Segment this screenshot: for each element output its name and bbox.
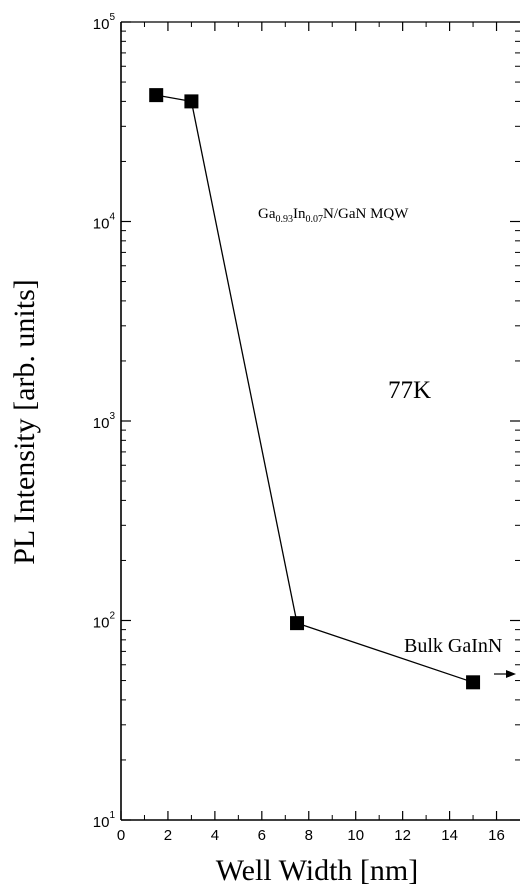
composition-rest: N/GaN MQW (323, 206, 409, 222)
x-tick-label: 2 (164, 827, 172, 844)
x-axis-title: Well Width [nm] (216, 854, 418, 887)
x-tick-label: 8 (305, 827, 313, 844)
temperature-annotation: 77K (388, 377, 431, 404)
x-tick-label: 4 (211, 827, 219, 844)
x-tick-label: 6 (258, 827, 266, 844)
data-point-marker (184, 94, 199, 109)
data-series (149, 88, 481, 690)
data-point-marker (466, 675, 481, 690)
y-tick-labels: 101 102 103 104 105 (93, 12, 116, 831)
composition-ga-subscript: 0.93 (276, 214, 294, 225)
series-line (156, 94, 474, 683)
bulk-arrow (494, 670, 516, 678)
x-tick-label: 10 (347, 827, 364, 844)
x-tick-label: 12 (394, 827, 411, 844)
data-point-marker (290, 616, 305, 631)
composition-ga: Ga (258, 206, 276, 222)
y-tick-label: 104 (93, 212, 116, 233)
bulk-annotation: Bulk GaInN (404, 635, 502, 657)
y-tick-label: 103 (93, 411, 116, 432)
x-tick-label: 16 (488, 827, 505, 844)
x-tick-label: 14 (441, 827, 458, 844)
axis-ticks (120, 21, 520, 821)
y-tick-label: 105 (93, 12, 116, 33)
composition-in-subscript: 0.07 (306, 214, 324, 225)
composition-in: In (293, 206, 306, 222)
composition-annotation: Ga0.93In0.07N/GaN MQW (258, 206, 409, 225)
x-tick-label: 0 (117, 827, 125, 844)
plot-frame (120, 21, 520, 821)
bulk-arrow-head (506, 670, 516, 678)
data-point-marker (149, 88, 164, 103)
x-tick-labels: 0 2 4 6 8 10 12 14 16 (117, 827, 505, 844)
y-tick-label: 102 (93, 611, 116, 632)
y-tick-label: 101 (93, 810, 116, 831)
y-axis-title: PL Intensity [arb. units] (8, 279, 41, 565)
